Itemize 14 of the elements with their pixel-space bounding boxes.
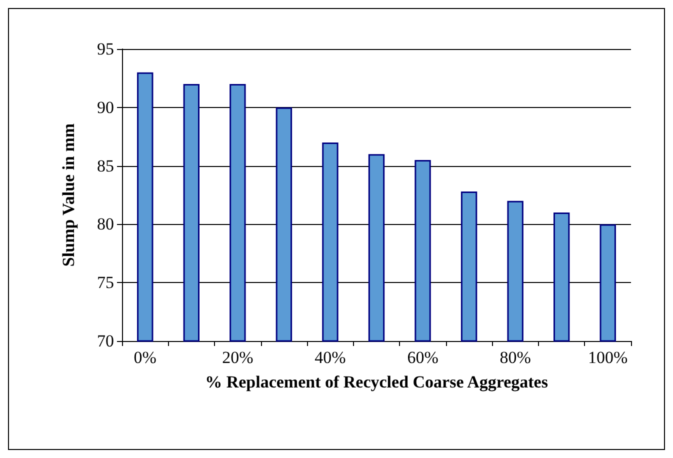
x-tick-label: 60% [407, 348, 438, 367]
x-tick-label: 0% [134, 348, 156, 367]
y-tick-label: 75 [97, 273, 114, 292]
x-tick-label: 100% [588, 348, 628, 367]
x-axis-title: % Replacement of Recycled Coarse Aggregates [205, 372, 548, 392]
y-tick-label: 90 [97, 98, 114, 117]
y-tick-label: 95 [97, 40, 114, 58]
y-tick-label: 80 [97, 214, 114, 234]
x-tick-label: 80% [500, 348, 531, 367]
x-tick-label: 20% [222, 348, 254, 367]
x-tick-label: 40% [314, 348, 346, 367]
y-axis-title: Slump Value in mm [59, 123, 78, 267]
y-tick-label: 70 [97, 332, 114, 350]
y-tick-label: 85 [97, 156, 114, 176]
